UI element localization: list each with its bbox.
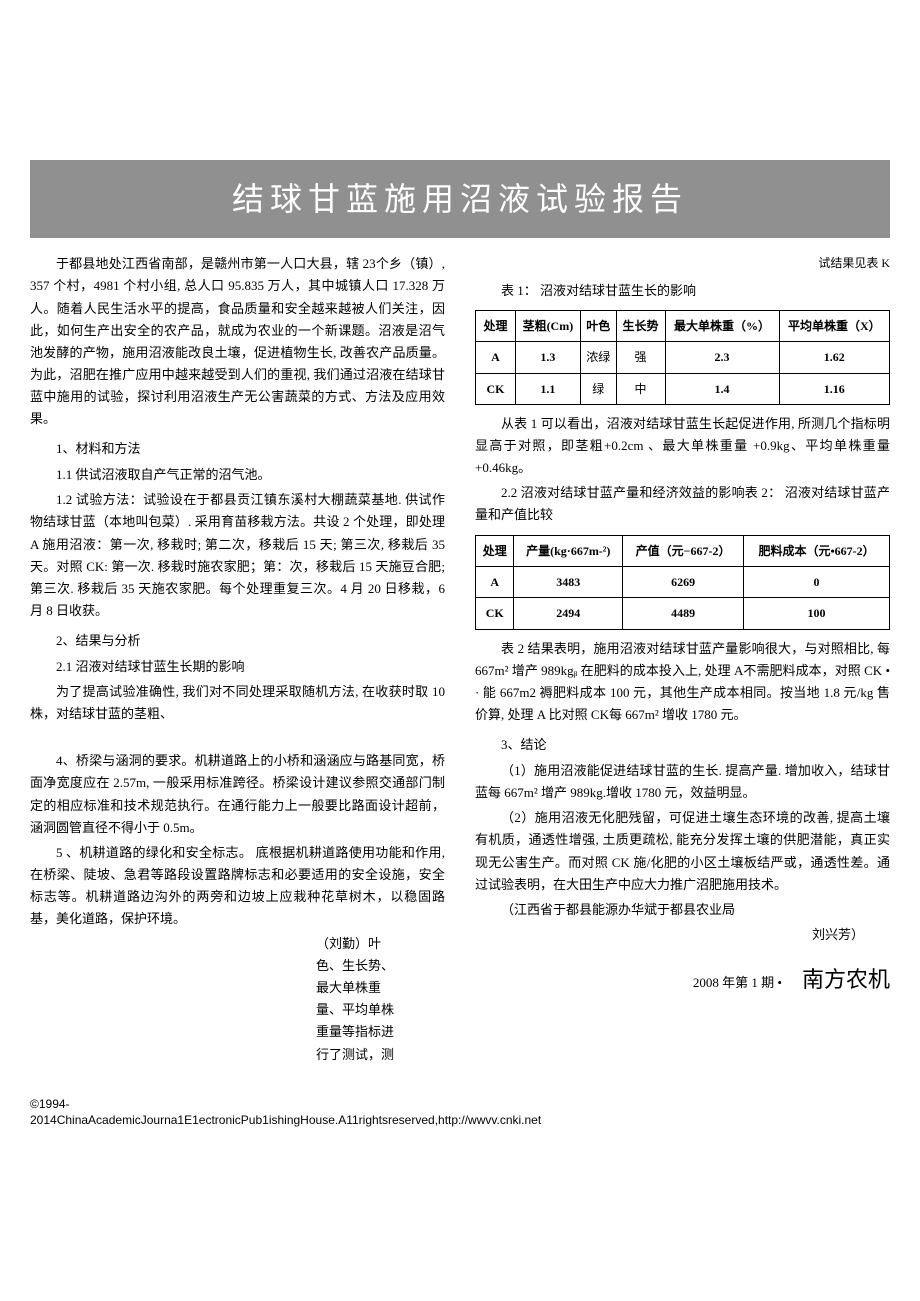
table-header: 平均单株重（X） — [779, 310, 889, 341]
journal-name: 南方农机 — [802, 961, 890, 998]
conclusion-1: （1）施用沼液能促进结球甘蓝的生长. 提高产量. 增加收入，结球甘蓝每 667m… — [475, 760, 890, 804]
result-note: 试结果见表 K — [475, 253, 890, 273]
section-5: 5 、机耕道路的绿化和安全标志。 底根据机耕道路使用功能和作用, 在桥梁、陡坡、… — [30, 842, 445, 930]
table-cell: 1.16 — [779, 373, 889, 404]
table-1-caption: 表 1： 沼液对结球甘蓝生长的影响 — [475, 280, 890, 302]
copyright-block: ©1994- 2014ChinaAcademicJourna1E1ectroni… — [30, 1096, 890, 1130]
footer-row: 2008 年第 1 期 • 南方农机 — [475, 961, 890, 998]
table-cell: 2494 — [514, 598, 623, 629]
table-cell: 3483 — [514, 566, 623, 597]
table-cell: 中 — [616, 373, 665, 404]
table-header: 处理 — [476, 535, 514, 566]
table-row: 处理 产量(kg·667m-²) 产值（元−667-2） 肥料成本（元•667-… — [476, 535, 890, 566]
right-column: 试结果见表 K 表 1： 沼液对结球甘蓝生长的影响 处理 茎粗(Cm) 叶色 生… — [475, 253, 890, 1065]
section-2-heading: 2、结果与分析 — [30, 630, 445, 652]
byline-line: 行了测试，测 — [316, 1044, 445, 1066]
table-2: 处理 产量(kg·667m-²) 产值（元−667-2） 肥料成本（元•667-… — [475, 535, 890, 630]
table-header: 处理 — [476, 310, 516, 341]
table-header: 产值（元−667-2） — [623, 535, 744, 566]
table-header: 产量(kg·667m-²) — [514, 535, 623, 566]
table-row: CK 1.1 绿 中 1.4 1.16 — [476, 373, 890, 404]
table-cell: 1.4 — [665, 373, 779, 404]
table-2-analysis: 表 2 结果表明，施用沼液对结球甘蓝产量影响很大，与对照相比, 每 667m² … — [475, 638, 890, 726]
table-cell: A — [476, 566, 514, 597]
left-column: 于都县地处江西省南部，是赣州市第一人口大县，辖 23个乡（镇）, 357 个村，… — [30, 253, 445, 1065]
table-cell: 1.1 — [516, 373, 581, 404]
byline-line: 最大单株重 — [316, 977, 445, 999]
table-cell: 6269 — [623, 566, 744, 597]
table-cell: 绿 — [580, 373, 616, 404]
table-cell: 4489 — [623, 598, 744, 629]
table-cell: CK — [476, 373, 516, 404]
byline-line: 重量等指标进 — [316, 1021, 445, 1043]
author-name: 刘兴芳） — [475, 924, 890, 946]
table-row: A 3483 6269 0 — [476, 566, 890, 597]
table-header: 茎粗(Cm) — [516, 310, 581, 341]
table-header: 最大单株重（%） — [665, 310, 779, 341]
table-cell: A — [476, 342, 516, 373]
section-4: 4、桥梁与涵洞的要求。机耕道路上的小桥和涵涵应与路基同宽，桥面净宽度应在 2.5… — [30, 750, 445, 838]
table-header: 生长势 — [616, 310, 665, 341]
section-2-2-heading: 2.2 沼液对结球甘蓝产量和经济效益的影响表 2： 沼液对结球甘蓝产量和产值比较 — [475, 482, 890, 526]
table-row: 处理 茎粗(Cm) 叶色 生长势 最大单株重（%） 平均单株重（X） — [476, 310, 890, 341]
table-1-analysis: 从表 1 可以看出，沼液对结球甘蓝生长起促进作用, 所测几个指标明显高于对照，即… — [475, 413, 890, 479]
table-cell: 浓绿 — [580, 342, 616, 373]
section-2-1-paragraph: 为了提高试验准确性, 我们对不同处理采取随机方法, 在收获时取 10 株，对结球… — [30, 681, 445, 725]
table-cell: CK — [476, 598, 514, 629]
table-row: CK 2494 4489 100 — [476, 598, 890, 629]
table-header: 叶色 — [580, 310, 616, 341]
content-columns: 于都县地处江西省南部，是赣州市第一人口大县，辖 23个乡（镇）, 357 个村，… — [30, 253, 890, 1065]
table-cell: 0 — [744, 566, 890, 597]
table-cell: 2.3 — [665, 342, 779, 373]
byline-line: 色、生长势、 — [316, 955, 445, 977]
copyright-line-1: ©1994- — [30, 1096, 890, 1113]
conclusion-2: （2）施用沼液无化肥残留，可促进土壤生态环境的改善, 提高土壤有机质，通透性增强… — [475, 807, 890, 895]
affiliation: （江西省于都县能源办华斌于都县农业局 — [475, 899, 890, 921]
byline-author: （刘勤）叶 — [316, 933, 445, 955]
table-cell: 1.62 — [779, 342, 889, 373]
byline-line: 量、平均单株 — [316, 999, 445, 1021]
table-cell: 100 — [744, 598, 890, 629]
section-1-heading: 1、材料和方法 — [30, 438, 445, 460]
table-cell: 强 — [616, 342, 665, 373]
copyright-line-2: 2014ChinaAcademicJourna1E1ectronicPub1is… — [30, 1112, 890, 1129]
section-2-1-heading: 2.1 沼液对结球甘蓝生长期的影响 — [30, 656, 445, 678]
table-header: 肥料成本（元•667-2） — [744, 535, 890, 566]
table-row: A 1.3 浓绿 强 2.3 1.62 — [476, 342, 890, 373]
section-3-heading: 3、结论 — [475, 734, 890, 756]
byline-stack: （刘勤）叶 色、生长势、 最大单株重 量、平均单株 重量等指标进 行了测试，测 — [316, 933, 445, 1066]
issue-label: 2008 年第 1 期 • — [693, 972, 782, 994]
article-title: 结球甘蓝施用沼液试验报告 — [30, 160, 890, 238]
table-cell: 1.3 — [516, 342, 581, 373]
table-1: 处理 茎粗(Cm) 叶色 生长势 最大单株重（%） 平均单株重（X） A 1.3… — [475, 310, 890, 405]
section-1-1: 1.1 供试沼液取自产气正常的沼气池。 — [30, 464, 445, 486]
section-1-2: 1.2 试验方法：试验设在于都县贡江镇东溪村大棚蔬菜基地. 供试作物结球甘蓝（本… — [30, 489, 445, 622]
intro-paragraph: 于都县地处江西省南部，是赣州市第一人口大县，辖 23个乡（镇）, 357 个村，… — [30, 253, 445, 430]
